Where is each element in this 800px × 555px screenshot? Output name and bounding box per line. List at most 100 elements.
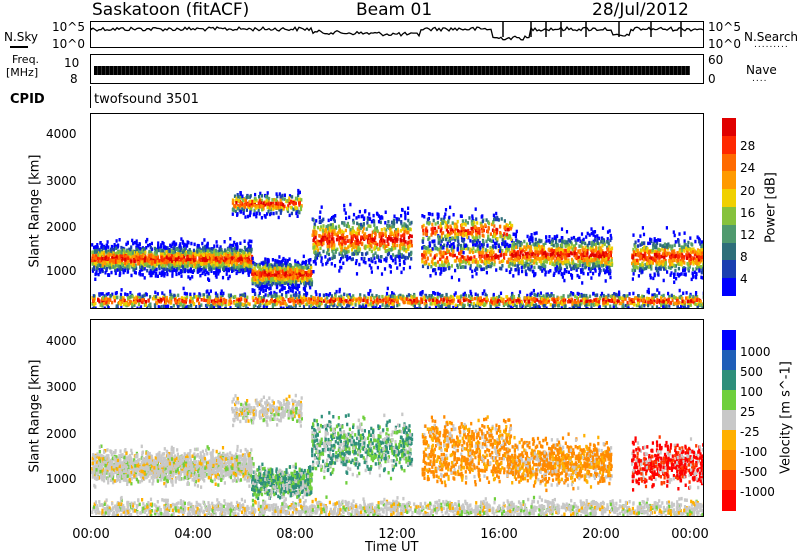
power-cell-2685 bbox=[366, 221, 368, 225]
power-cell-4107 bbox=[561, 227, 563, 231]
power-cell-4442 bbox=[561, 236, 563, 240]
power-cell-2580 bbox=[366, 227, 368, 231]
power-cell-290 bbox=[146, 269, 148, 273]
power-cell-4876 bbox=[548, 248, 550, 252]
power-cell-4872 bbox=[567, 247, 569, 251]
power-cell-1463 bbox=[249, 270, 251, 274]
power-cell-1601 bbox=[222, 267, 224, 271]
power-cell-4463 bbox=[610, 234, 612, 238]
power-cell-1687 bbox=[93, 268, 95, 272]
power-cell-4835 bbox=[600, 255, 602, 258]
power-cell-2316 bbox=[268, 281, 270, 285]
power-cell-1299 bbox=[152, 255, 154, 259]
power-cell-2230 bbox=[270, 287, 272, 291]
power-cell-4630 bbox=[590, 227, 592, 231]
power-cell-3760 bbox=[480, 268, 482, 272]
noise-trace bbox=[91, 22, 703, 47]
power-cell-2998 bbox=[409, 244, 411, 248]
power-cell-3038 bbox=[353, 230, 355, 234]
power-cell-1830 bbox=[304, 287, 306, 291]
power-cell-3899 bbox=[475, 217, 477, 221]
power-cell-4859 bbox=[512, 274, 514, 278]
power-cell-1675 bbox=[179, 261, 181, 265]
power-cell-2063 bbox=[298, 284, 300, 288]
nave-dots: .... bbox=[752, 74, 767, 84]
power-cell-1676 bbox=[210, 250, 212, 254]
power-cell-4023 bbox=[446, 234, 448, 238]
power-cell-1664 bbox=[124, 258, 126, 262]
power-cell-1628 bbox=[247, 259, 249, 263]
freq-unit: [MHz] bbox=[6, 66, 38, 79]
power-cell-4063 bbox=[437, 212, 439, 216]
power-cell-2990 bbox=[322, 250, 324, 254]
power-cell-4891 bbox=[564, 268, 566, 272]
power-cell-4045 bbox=[482, 240, 484, 244]
power-cell-2718 bbox=[387, 243, 389, 247]
cpid-label: CPID bbox=[10, 92, 45, 107]
power-cell-1758 bbox=[298, 291, 300, 295]
power-cell-1667 bbox=[162, 272, 164, 276]
power-cell-2853 bbox=[380, 259, 382, 263]
power-cell-2531 bbox=[377, 266, 379, 270]
power-cell-4832 bbox=[556, 262, 558, 266]
nsky-underline bbox=[10, 46, 28, 48]
power-cell-3871 bbox=[433, 219, 435, 223]
power-cell-2365 bbox=[274, 277, 276, 281]
power-cell-2705 bbox=[368, 212, 370, 216]
power-cell-2340 bbox=[281, 264, 283, 268]
power-cell-427 bbox=[244, 246, 246, 250]
power-cell-1391 bbox=[148, 250, 150, 254]
power-cell-2787 bbox=[373, 220, 375, 224]
power-cell-2388 bbox=[373, 214, 375, 218]
power-cell-2808 bbox=[315, 231, 317, 235]
power-cell-4026 bbox=[457, 220, 459, 224]
power-cell-3937 bbox=[482, 234, 484, 238]
power-cell-1625 bbox=[248, 252, 250, 256]
power-cell-1696 bbox=[228, 260, 230, 264]
power-cell-2296 bbox=[261, 261, 263, 265]
power-cell-4697 bbox=[530, 246, 532, 250]
power-cell-2951 bbox=[389, 237, 391, 241]
power-cell-4826 bbox=[606, 267, 608, 271]
power-cell-1478 bbox=[115, 247, 117, 251]
power-cell-4005 bbox=[437, 216, 439, 220]
power-cell-3864 bbox=[487, 235, 489, 239]
power-cell-1445 bbox=[200, 262, 202, 266]
power-cell-68 bbox=[194, 243, 196, 247]
power-cell-4806 bbox=[531, 233, 533, 237]
power-cell-1498 bbox=[92, 262, 94, 266]
power-cell-3613 bbox=[438, 267, 440, 271]
power-cell-2368 bbox=[296, 276, 298, 280]
power-cell-4059 bbox=[442, 238, 444, 242]
power-cell-2358 bbox=[263, 289, 265, 293]
power-cell-1133 bbox=[107, 273, 109, 277]
power-cell-2960 bbox=[324, 238, 326, 242]
power-cell-1359 bbox=[247, 271, 249, 275]
power-cell-4012 bbox=[466, 235, 468, 239]
power-cell-4187 bbox=[611, 247, 613, 251]
power-cell-3077 bbox=[361, 252, 363, 256]
power-cell-3037 bbox=[360, 223, 362, 227]
power-cell-261 bbox=[224, 240, 226, 244]
power-cell-2824 bbox=[355, 216, 357, 220]
power-cell-3302 bbox=[249, 200, 251, 204]
power-cell-4476 bbox=[581, 232, 583, 236]
power-cell-2289 bbox=[278, 255, 280, 259]
power-cell-3809 bbox=[445, 208, 447, 212]
power-cell-3034 bbox=[409, 234, 411, 238]
power-cell-4650 bbox=[577, 238, 579, 242]
power-cell-4807 bbox=[563, 272, 565, 276]
power-cell-1125 bbox=[140, 273, 142, 277]
power-cell-4917 bbox=[518, 240, 520, 244]
power-cell-4741 bbox=[513, 233, 515, 237]
power-cell-3875 bbox=[472, 240, 474, 244]
power-cell-3789 bbox=[437, 221, 439, 225]
power-cell-4610 bbox=[525, 248, 527, 252]
power-cell-2071 bbox=[265, 289, 267, 293]
power-cell-1685 bbox=[172, 251, 174, 255]
power-cell-2638 bbox=[411, 244, 413, 248]
power-cell-1281 bbox=[117, 244, 119, 248]
power-cell-2725 bbox=[319, 216, 321, 220]
power-cell-3032 bbox=[404, 230, 406, 234]
power-cell-617 bbox=[190, 270, 192, 274]
